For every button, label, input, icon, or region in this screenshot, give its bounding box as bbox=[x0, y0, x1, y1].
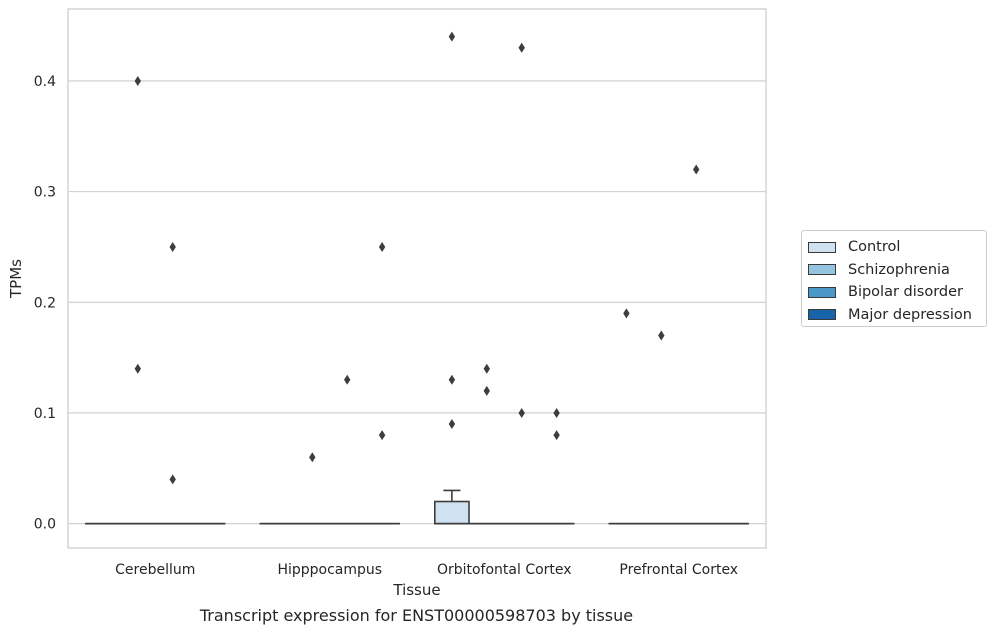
x-tick-label: Prefrontal Cortex bbox=[619, 562, 738, 578]
legend-swatch-control bbox=[808, 241, 836, 253]
outlier-point bbox=[448, 374, 456, 385]
legend-item-control: Control bbox=[808, 236, 986, 259]
y-tick-label: 0.1 bbox=[34, 406, 56, 422]
grid-layer bbox=[68, 80, 766, 525]
outliers-layer bbox=[134, 31, 700, 485]
outlier-point bbox=[448, 419, 456, 430]
outlier-point bbox=[344, 374, 351, 385]
outlier-point bbox=[134, 75, 141, 86]
outlier-point bbox=[483, 385, 490, 396]
outlier-point bbox=[378, 430, 386, 441]
legend-label-schizophrenia: Schizophrenia bbox=[848, 261, 950, 278]
chart-caption: Transcript expression for ENST0000059870… bbox=[199, 606, 634, 625]
x-tick-label: Orbitofontal Cortex bbox=[437, 562, 572, 578]
legend-swatch-schizophrenia bbox=[808, 264, 836, 276]
outlier-point bbox=[623, 308, 630, 319]
outlier-point bbox=[378, 241, 386, 252]
y-tick-label: 0.2 bbox=[34, 295, 56, 311]
x-tick-labels: Cerebellum Hipppocampus Orbitofontal Corte… bbox=[115, 562, 738, 578]
legend-label-control: Control bbox=[848, 239, 901, 256]
outlier-point bbox=[169, 474, 176, 485]
legend-swatch-major-depression bbox=[808, 309, 836, 321]
outlier-point bbox=[693, 164, 700, 175]
outlier-point bbox=[448, 31, 456, 42]
outlier-point bbox=[309, 452, 316, 463]
outlier-point bbox=[169, 241, 176, 252]
outlier-point bbox=[553, 430, 560, 441]
outlier-point bbox=[518, 42, 525, 53]
y-tick-label: 0.3 bbox=[34, 185, 56, 201]
outlier-point bbox=[483, 363, 490, 374]
box-body bbox=[433, 500, 470, 525]
legend-label-major-depression: Major depression bbox=[848, 306, 972, 323]
legend: Control Schizophrenia Bipolar disorder M… bbox=[801, 230, 987, 327]
legend-swatch-bipolar-disorder bbox=[808, 286, 836, 298]
box-1-3 bbox=[433, 489, 470, 525]
outlier-point bbox=[134, 363, 141, 374]
y-tick-label: 0.4 bbox=[34, 74, 56, 90]
y-tick-labels: 0.0 0.1 0.2 0.3 0.4 bbox=[34, 74, 56, 533]
x-tick-label: Hipppocampus bbox=[277, 562, 382, 578]
legend-item-schizophrenia: Schizophrenia bbox=[808, 259, 986, 282]
outlier-point bbox=[518, 407, 525, 418]
legend-label-bipolar-disorder: Bipolar disorder bbox=[848, 284, 963, 301]
outlier-point bbox=[658, 330, 665, 341]
outlier-point bbox=[553, 407, 560, 418]
x-axis-label: Tissue bbox=[392, 581, 440, 599]
legend-item-major-depression: Major depression bbox=[808, 304, 986, 327]
plot-area-frame bbox=[67, 8, 767, 549]
boxes-layer bbox=[84, 489, 750, 525]
y-tick-label: 0.0 bbox=[34, 517, 56, 533]
legend-item-bipolar-disorder: Bipolar disorder bbox=[808, 281, 986, 304]
x-tick-label: Cerebellum bbox=[115, 562, 195, 578]
y-axis-label: TPMs bbox=[7, 259, 25, 299]
